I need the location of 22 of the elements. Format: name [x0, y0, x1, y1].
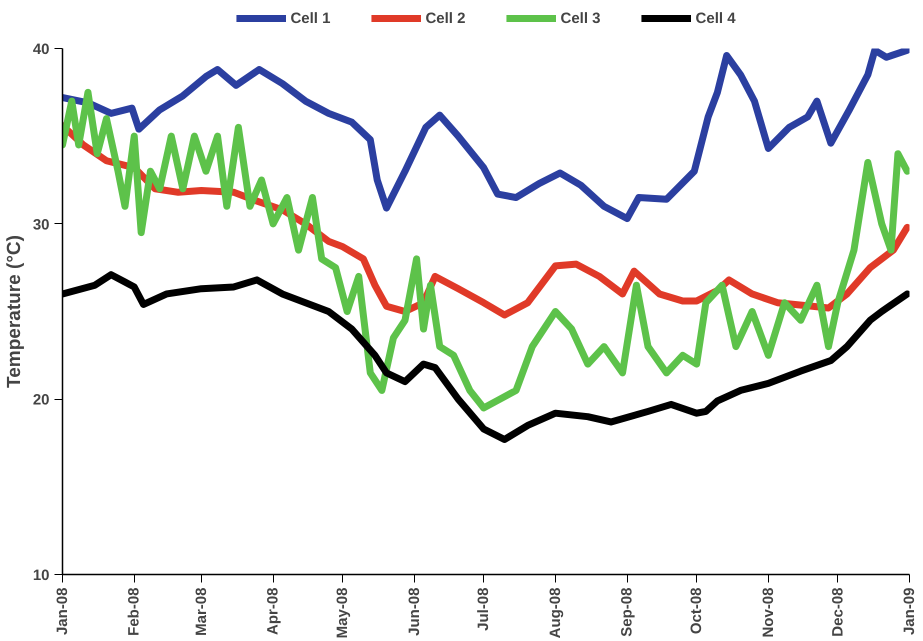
legend-label: Cell 2: [425, 10, 466, 26]
x-tick-label: May-08: [334, 588, 352, 638]
y-axis-title: Temperature (°C): [4, 235, 25, 388]
x-tick-label: Jan-09: [901, 587, 918, 636]
legend-label: Cell 4: [696, 10, 736, 26]
legend-label: Cell 1: [290, 10, 330, 26]
x-tick-label: Dec-08: [829, 587, 846, 637]
x-tick-label: Jun-08: [406, 587, 423, 636]
x-tick-label: Jan-08: [54, 587, 71, 636]
y-tick-label: 10: [32, 567, 50, 584]
y-tick-label: 30: [32, 216, 50, 234]
x-tick-label: Oct-08: [688, 587, 706, 634]
x-tick-label: Mar-08: [192, 587, 210, 636]
x-tick-label: Aug-08: [546, 587, 564, 638]
x-tick-label: Jul-08: [475, 587, 492, 631]
x-tick-label: Nov-08: [760, 587, 777, 638]
y-tick-label: 20: [32, 392, 50, 409]
x-tick-label: Apr-08: [264, 587, 282, 636]
y-tick-label: 40: [32, 41, 50, 58]
legend-label: Cell 3: [560, 10, 601, 26]
x-tick-label: Feb-08: [126, 587, 143, 636]
x-tick-label: Sep-08: [618, 587, 636, 637]
